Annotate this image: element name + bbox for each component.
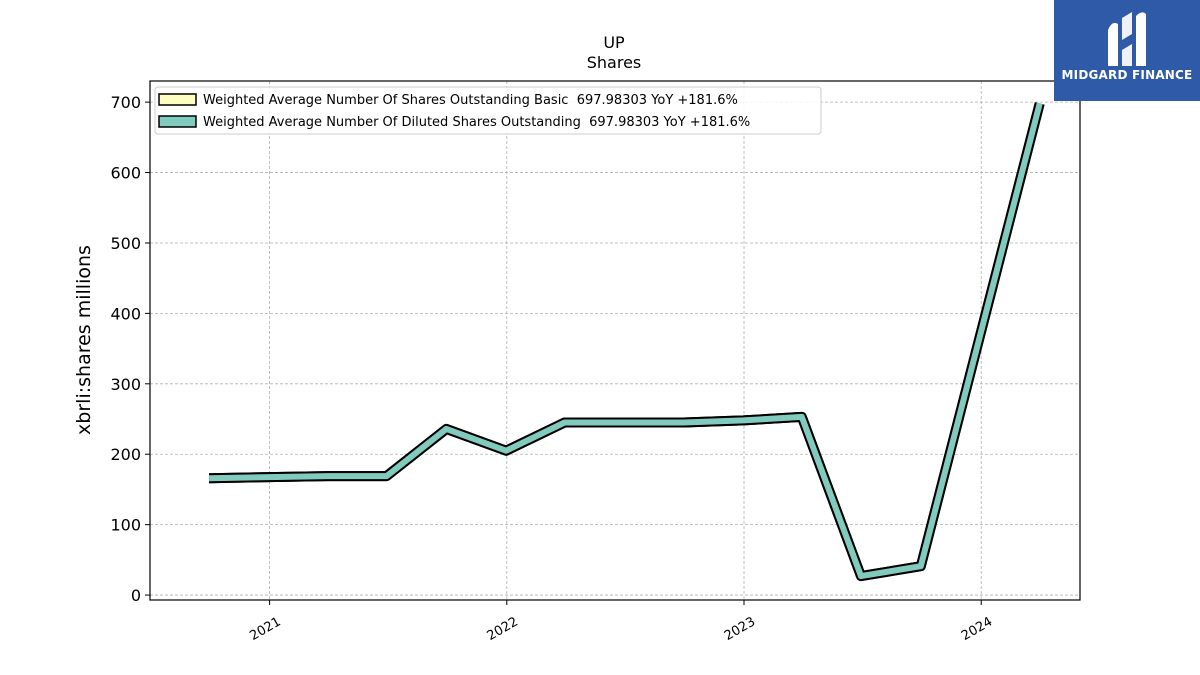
series-line — [209, 102, 1043, 580]
y-tick-label: 500 — [110, 234, 141, 253]
x-tick-label: 2023 — [722, 614, 758, 644]
y-tick-label: 400 — [110, 304, 141, 323]
logo-mark-icon — [1108, 12, 1146, 66]
legend-swatch-basic — [158, 93, 197, 106]
midgard-finance-logo: MIDGARD FINANCE — [1054, 0, 1200, 101]
x-tick-label: 2022 — [485, 614, 521, 644]
chart-subtitle: Shares — [587, 53, 642, 72]
series-0 — [209, 102, 1045, 582]
y-tick-label: 0 — [131, 586, 141, 605]
series-1 — [209, 102, 1045, 582]
plot-area-frame — [149, 80, 1081, 601]
legend-box — [154, 86, 822, 135]
series-line-outline — [209, 102, 1045, 582]
series-line-outline — [209, 102, 1045, 582]
x-axis: 2021 2022 2023 2024 — [247, 600, 995, 644]
legend: Weighted Average Number Of Shares Outsta… — [154, 86, 822, 135]
y-tick-label: 200 — [110, 445, 141, 464]
x-tick-label: 2021 — [247, 614, 283, 644]
y-tick-label: 700 — [110, 93, 141, 112]
logo-text: MIDGARD FINANCE — [1061, 68, 1193, 82]
y-axis: 0 100 200 300 400 500 600 700 — [110, 93, 150, 605]
y-axis-label: xbrli:shares millions — [73, 245, 95, 435]
x-tick-label: 2024 — [959, 614, 995, 644]
legend-swatch-diluted — [158, 115, 197, 128]
chart-title: UP — [603, 33, 625, 52]
series-line — [209, 102, 1043, 580]
y-tick-label: 600 — [110, 164, 141, 183]
series-layer — [209, 102, 1045, 582]
y-tick-label: 100 — [110, 516, 141, 535]
legend-label-basic: Weighted Average Number Of Shares Outsta… — [203, 93, 738, 108]
grid — [150, 81, 1080, 600]
legend-label-diluted: Weighted Average Number Of Diluted Share… — [203, 115, 750, 130]
y-tick-label: 300 — [110, 375, 141, 394]
